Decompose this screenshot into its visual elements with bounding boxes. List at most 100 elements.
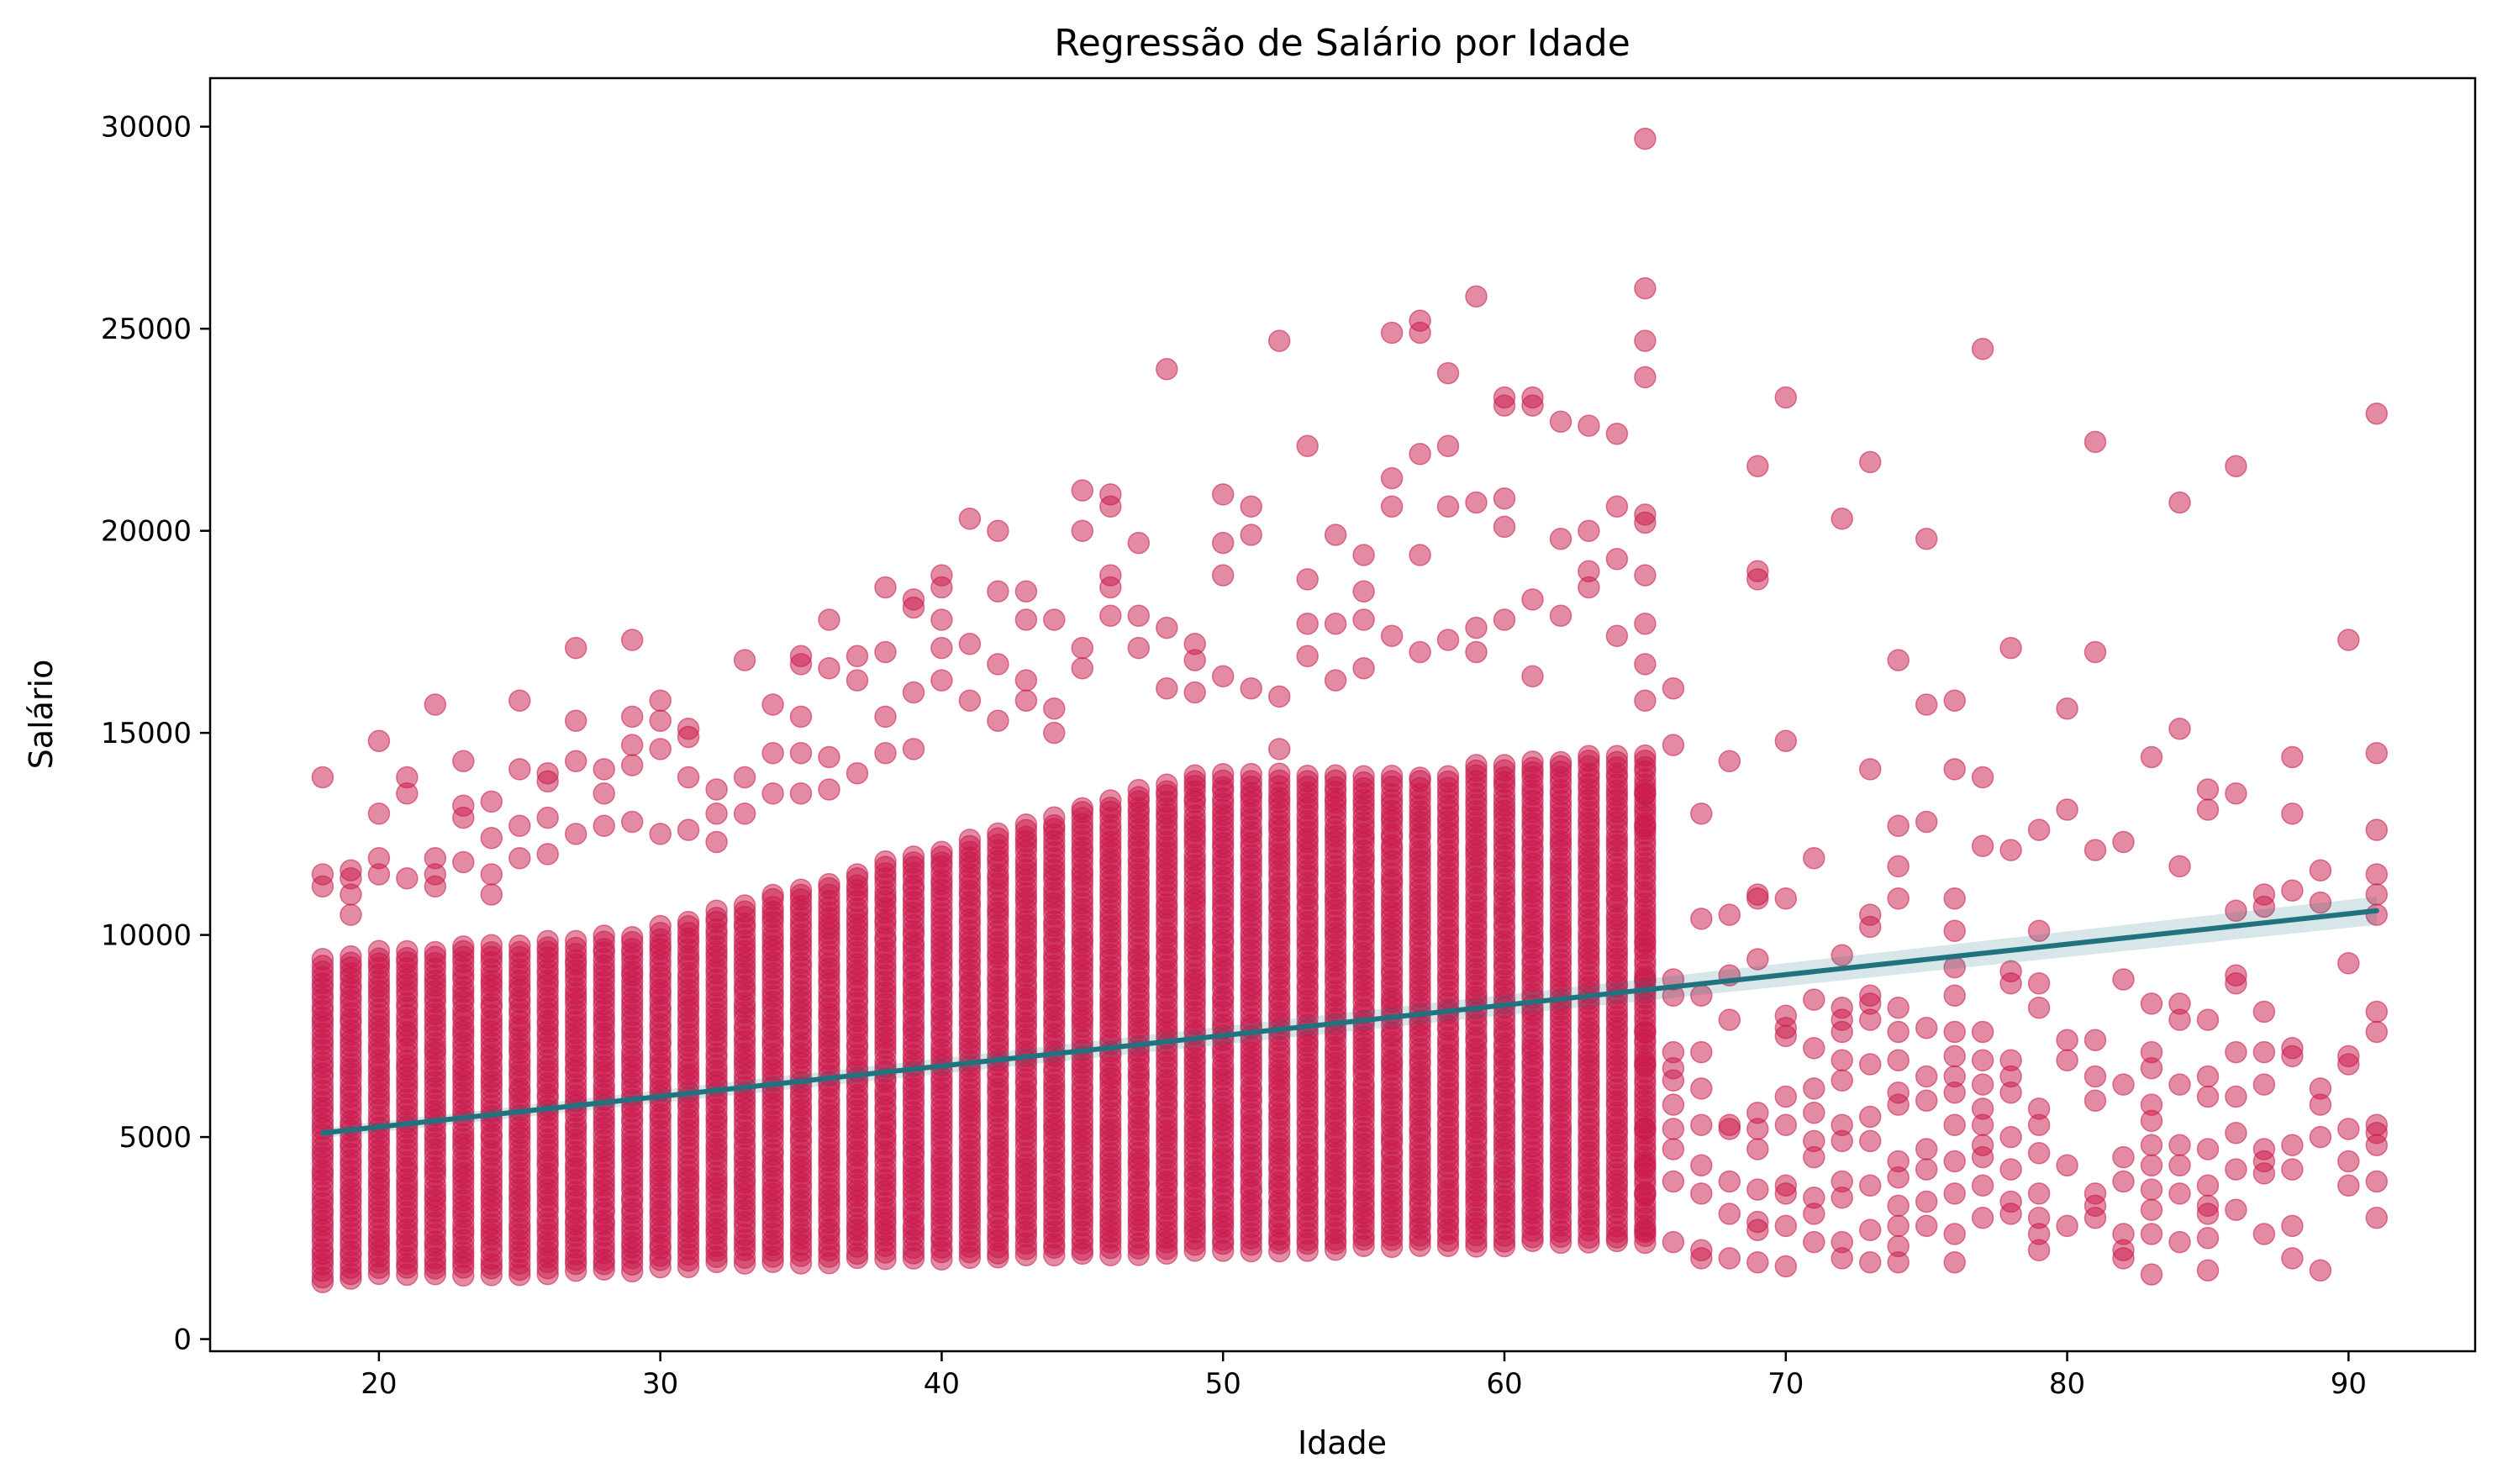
- scatter-point: [1887, 1020, 1910, 1044]
- scatter-point: [2252, 1040, 2276, 1064]
- scatter-point: [1999, 636, 2022, 660]
- scatter-point: [1690, 1040, 1713, 1064]
- scatter-point: [2225, 1158, 2247, 1181]
- scatter-point: [1831, 1129, 1853, 1153]
- scatter-point: [1352, 580, 1375, 603]
- scatter-point: [1943, 1045, 1966, 1068]
- scatter-point: [2027, 1113, 2051, 1136]
- scatter-point: [2168, 1073, 2191, 1096]
- y-tick-label: 15000: [101, 717, 192, 750]
- scatter-point: [1549, 528, 1572, 550]
- scatter-point: [1662, 1069, 1685, 1092]
- scatter-point: [2281, 1158, 2304, 1181]
- scatter-point: [2112, 968, 2135, 991]
- scatter-point: [2168, 1182, 2191, 1205]
- scatter-point: [1887, 996, 1910, 1019]
- scatter-point: [705, 830, 728, 854]
- scatter-point: [564, 636, 587, 660]
- scatter-point: [1578, 519, 1600, 542]
- y-tick-label: 30000: [101, 111, 192, 145]
- scatter-point: [1999, 1158, 2022, 1181]
- scatter-point: [1211, 762, 1235, 786]
- scatter-point: [1887, 1214, 1910, 1238]
- x-tick-label: 60: [1486, 1367, 1522, 1401]
- scatter-point: [2168, 1134, 2191, 1156]
- scatter-point: [2027, 919, 2051, 943]
- scatter-point: [1521, 394, 1544, 417]
- scatter-point: [1858, 1105, 1882, 1129]
- scatter-point: [1014, 608, 1038, 631]
- scatter-point: [1493, 394, 1516, 417]
- scatter-point: [424, 875, 447, 898]
- scatter-point: [1943, 1113, 1966, 1136]
- scatter-point: [1436, 495, 1460, 518]
- scatter-point: [2140, 1154, 2163, 1177]
- scatter-point: [1549, 410, 1572, 434]
- scatter-point: [1718, 1118, 1741, 1140]
- scatter-point: [480, 826, 503, 850]
- scatter-point: [2168, 718, 2191, 740]
- scatter-point: [1718, 1202, 1741, 1225]
- scatter-point: [367, 863, 391, 886]
- scatter-point: [818, 872, 840, 896]
- scatter-point: [1014, 689, 1038, 712]
- scatter-point: [1690, 1247, 1713, 1270]
- scatter-point: [1915, 1190, 1938, 1213]
- scatter-point: [677, 766, 700, 789]
- scatter-point: [1887, 1194, 1910, 1218]
- scatter-point: [452, 935, 475, 958]
- scatter-point: [1662, 1170, 1685, 1193]
- scatter-point: [1380, 495, 1404, 518]
- scatter-point: [2252, 1000, 2276, 1024]
- scatter-point: [1774, 1085, 1798, 1108]
- x-tick-label: 40: [924, 1367, 960, 1401]
- scatter-point: [902, 845, 925, 868]
- scatter-point: [620, 734, 644, 756]
- scatter-point: [1690, 1077, 1713, 1100]
- scatter-point: [1634, 1218, 1657, 1241]
- scatter-point: [2309, 1093, 2332, 1116]
- scatter-point: [2365, 402, 2389, 425]
- scatter-point: [1324, 669, 1347, 692]
- scatter-point: [1409, 640, 1431, 664]
- scatter-point: [2337, 629, 2360, 651]
- scatter-point: [1831, 1247, 1853, 1270]
- scatter-point: [1211, 665, 1235, 688]
- scatter-point: [1887, 1093, 1910, 1116]
- scatter-point: [508, 814, 531, 838]
- scatter-point: [1803, 988, 1825, 1011]
- scatter-point: [2281, 745, 2304, 769]
- y-axis-label: Salário: [23, 660, 60, 770]
- scatter-point: [2196, 1008, 2220, 1031]
- scatter-point: [1436, 434, 1460, 457]
- scatter-point: [1634, 814, 1657, 838]
- scatter-point: [1634, 931, 1657, 955]
- scatter-point: [1380, 765, 1404, 787]
- scatter-point: [1099, 604, 1122, 627]
- scatter-point: [1915, 1065, 1938, 1088]
- y-tick-label: 10000: [101, 919, 192, 953]
- scatter-point: [1352, 656, 1375, 680]
- scatter-point: [2196, 778, 2220, 801]
- scatter-point: [1634, 1020, 1657, 1044]
- y-tick-label: 20000: [101, 515, 192, 549]
- scatter-point: [1014, 580, 1038, 603]
- scatter-point: [2337, 952, 2360, 975]
- scatter-point: [818, 608, 840, 631]
- scatter-point: [2252, 1073, 2276, 1096]
- scatter-point: [677, 725, 700, 749]
- scatter-point: [1718, 750, 1741, 773]
- scatter-point: [536, 843, 559, 866]
- scatter-point: [1296, 645, 1319, 668]
- scatter-point: [367, 729, 391, 753]
- scatter-point: [1971, 1020, 1994, 1044]
- scatter-point: [1240, 676, 1262, 700]
- scatter-point: [1746, 455, 1769, 477]
- scatter-point: [424, 693, 447, 716]
- scatter-point: [1971, 1073, 1994, 1096]
- scatter-point: [1409, 766, 1431, 789]
- scatter-point: [789, 653, 813, 676]
- scatter-point: [311, 766, 335, 789]
- scatter-point: [2309, 891, 2332, 914]
- scatter-point: [1662, 1093, 1685, 1116]
